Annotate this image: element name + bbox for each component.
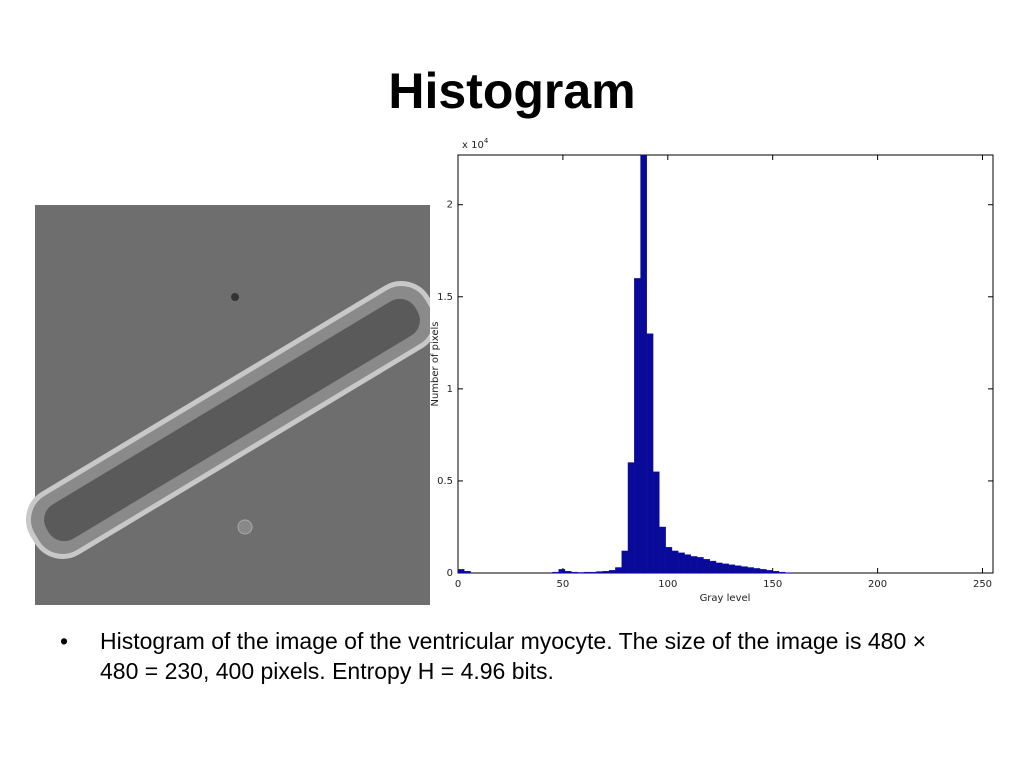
histogram-bar (671, 550, 679, 574)
histogram-bar (457, 569, 465, 574)
debris (231, 293, 239, 301)
cell-body (44, 298, 420, 542)
y-tick-label: 1.5 (437, 292, 453, 303)
x-axis-label: Gray level (700, 593, 751, 604)
histogram-bar (596, 571, 603, 574)
y-multiplier: x 104 (462, 137, 489, 151)
x-tick-label: 250 (973, 579, 992, 590)
y-tick-label: 2 (447, 200, 453, 211)
myocyte-image (26, 205, 438, 605)
histogram-bar (652, 471, 660, 574)
histogram-bar (722, 563, 729, 574)
histogram-bar (715, 562, 723, 574)
histogram-bar (615, 567, 622, 574)
x-tick-label: 0 (455, 579, 461, 590)
histogram-bar (564, 571, 572, 574)
bullet-marker: • (60, 628, 69, 654)
histogram-bar (778, 571, 786, 574)
bullet: • Histogram of the image of the ventricul… (60, 626, 960, 686)
bullet-text: Histogram of the image of the ventricula… (100, 628, 927, 684)
debris (237, 519, 253, 535)
slide-title: Histogram (388, 63, 636, 119)
plot-background (430, 140, 1000, 606)
histogram-bar (734, 565, 742, 574)
histogram-bar (684, 554, 692, 574)
histogram-bar (697, 557, 704, 574)
histogram-bar (659, 526, 666, 574)
x-tick-label: 150 (763, 579, 782, 590)
histogram-bar (634, 278, 641, 574)
histogram-bar (772, 571, 780, 574)
histogram-bar (621, 550, 629, 574)
histogram-bar (590, 571, 597, 574)
histogram-bar (690, 556, 698, 574)
y-multiplier-base: x 10 (462, 140, 484, 151)
histogram-bar (759, 569, 767, 574)
histogram-bar (703, 559, 710, 574)
histogram-bar (577, 572, 585, 574)
histogram-bar (665, 547, 673, 574)
histogram-bar (627, 462, 635, 574)
cell (26, 281, 438, 559)
histogram-bar (747, 567, 754, 574)
y-tick-label: 0.5 (437, 476, 453, 487)
histogram-bar (741, 566, 748, 574)
histogram-bar (709, 560, 717, 574)
y-tick-label: 1 (447, 384, 453, 395)
histogram-bar (646, 333, 654, 574)
histogram-bar (640, 154, 647, 574)
y-axis-label: Number of pixels (430, 321, 441, 406)
histogram-bar (753, 568, 761, 574)
histogram-bar (728, 564, 736, 574)
y-tick-label: 0 (447, 568, 453, 579)
histogram-bar (583, 571, 591, 574)
histogram-bar (571, 571, 578, 574)
histogram-bar (552, 571, 559, 574)
histogram-bar (464, 571, 471, 574)
histogram-bar (678, 552, 685, 574)
x-tick-label: 50 (557, 579, 570, 590)
histogram-bar (558, 569, 566, 574)
bullet-list: • Histogram of the image of the ventricul… (60, 626, 960, 686)
y-multiplier-exponent: 4 (484, 137, 489, 145)
x-tick-label: 200 (868, 579, 887, 590)
histogram-bar (766, 570, 773, 574)
histogram-bar (602, 571, 610, 574)
histogram-bar (608, 570, 616, 574)
x-tick-label: 100 (658, 579, 677, 590)
